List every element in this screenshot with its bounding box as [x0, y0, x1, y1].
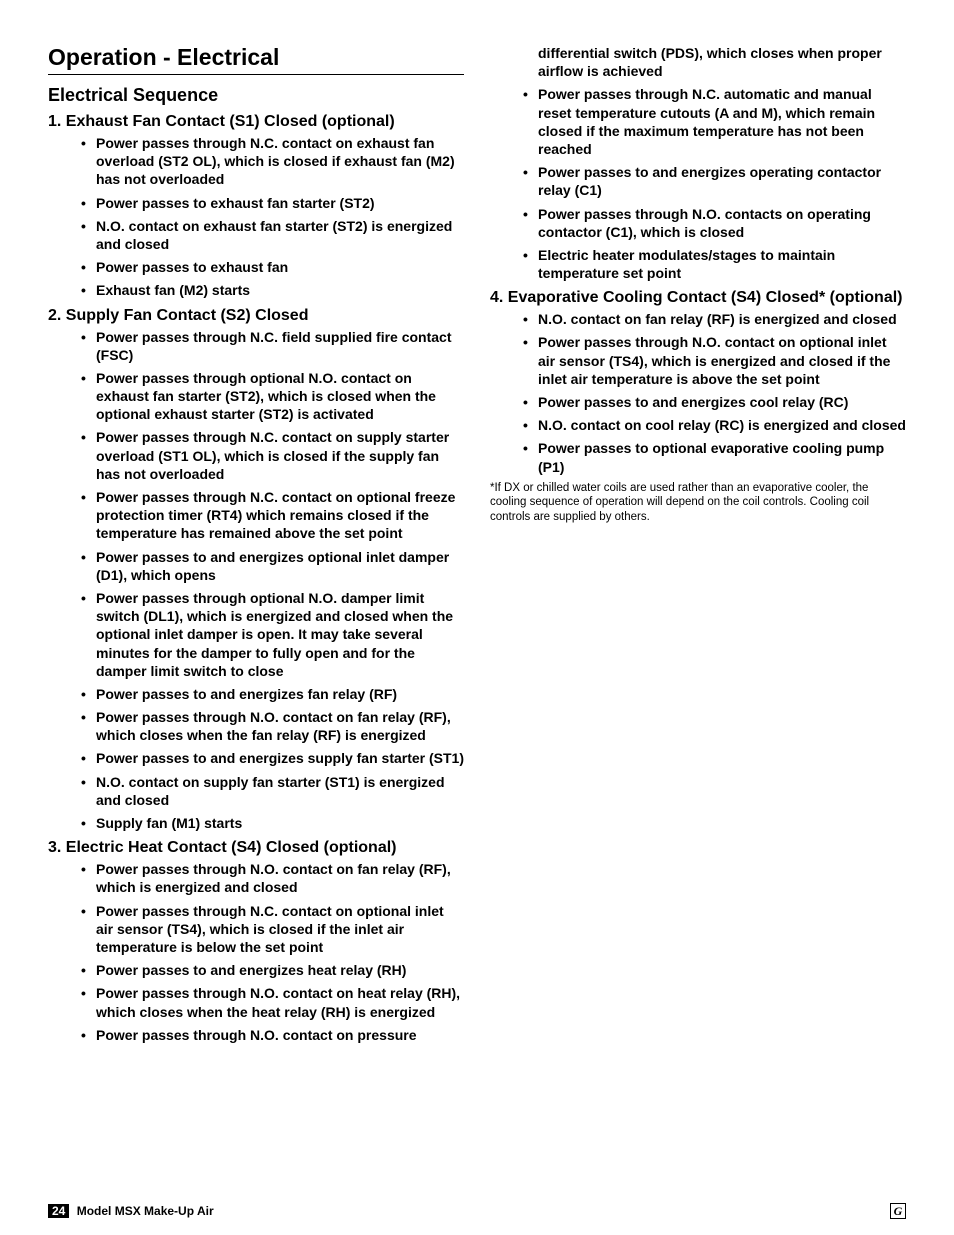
list-s1: Power passes through N.C. contact on exh… — [48, 134, 464, 300]
brand-icon: G — [890, 1203, 906, 1219]
footer-model-text: Model MSX Make-Up Air — [77, 1204, 214, 1218]
list-item: Power passes through N.C. automatic and … — [538, 85, 906, 158]
list-item: Power passes to exhaust fan starter (ST2… — [96, 194, 464, 212]
list-item: Power passes through N.O. contact on fan… — [96, 860, 464, 896]
list-item: Power passes to and energizes cool relay… — [538, 393, 906, 411]
footer-left: 24 Model MSX Make-Up Air — [48, 1204, 214, 1218]
list-item: Power passes to and energizes optional i… — [96, 548, 464, 584]
list-item: Power passes through N.C. contact on sup… — [96, 428, 464, 483]
heading-s3: 3. Electric Heat Contact (S4) Closed (op… — [48, 838, 464, 858]
list-item: Power passes to exhaust fan — [96, 258, 464, 276]
list-item: Power passes to and energizes operating … — [538, 163, 906, 199]
list-s4: N.O. contact on fan relay (RF) is energi… — [490, 310, 906, 476]
list-item: Power passes to and energizes fan relay … — [96, 685, 464, 703]
list-s3b: differential switch (PDS), which closes … — [490, 44, 906, 282]
footnote: *If DX or chilled water coils are used r… — [490, 481, 906, 524]
content-columns: Operation - Electrical Electrical Sequen… — [48, 44, 906, 1049]
list-item: N.O. contact on supply fan starter (ST1)… — [96, 773, 464, 809]
list-item: Supply fan (M1) starts — [96, 814, 464, 832]
list-item: Exhaust fan (M2) starts — [96, 281, 464, 299]
section-subtitle: Electrical Sequence — [48, 85, 464, 106]
heading-s4: 4. Evaporative Cooling Contact (S4) Clos… — [490, 288, 906, 308]
list-item: Electric heater modulates/stages to main… — [538, 246, 906, 282]
page-title: Operation - Electrical — [48, 44, 464, 75]
list-item: Power passes through optional N.O. dampe… — [96, 589, 464, 680]
list-item: Power passes through N.C. contact on opt… — [96, 902, 464, 957]
list-s2: Power passes through N.C. field supplied… — [48, 328, 464, 833]
list-item: Power passes through N.O. contact on pre… — [96, 1026, 464, 1044]
left-column: Operation - Electrical Electrical Sequen… — [48, 44, 464, 1049]
list-item: Power passes to and energizes supply fan… — [96, 749, 464, 767]
page-footer: 24 Model MSX Make-Up Air G — [48, 1203, 906, 1219]
heading-s2: 2. Supply Fan Contact (S2) Closed — [48, 306, 464, 326]
list-item: N.O. contact on fan relay (RF) is energi… — [538, 310, 906, 328]
list-item: Power passes through N.O. contact on opt… — [538, 333, 906, 388]
right-column: differential switch (PDS), which closes … — [490, 44, 906, 1049]
list-item: Power passes through optional N.O. conta… — [96, 369, 464, 424]
heading-s1: 1. Exhaust Fan Contact (S1) Closed (opti… — [48, 112, 464, 132]
list-item: Power passes through N.O. contacts on op… — [538, 205, 906, 241]
page-number-badge: 24 — [48, 1204, 69, 1218]
list-item: Power passes through N.C. contact on opt… — [96, 488, 464, 543]
list-item: Power passes through N.C. field supplied… — [96, 328, 464, 364]
list-s3a: Power passes through N.O. contact on fan… — [48, 860, 464, 1044]
list-item: differential switch (PDS), which closes … — [538, 44, 906, 80]
list-item: Power passes through N.O. contact on hea… — [96, 984, 464, 1020]
list-item: Power passes to and energizes heat relay… — [96, 961, 464, 979]
list-item: Power passes to optional evaporative coo… — [538, 439, 906, 475]
list-item: Power passes through N.O. contact on fan… — [96, 708, 464, 744]
list-item: N.O. contact on cool relay (RC) is energ… — [538, 416, 906, 434]
list-item: N.O. contact on exhaust fan starter (ST2… — [96, 217, 464, 253]
list-item: Power passes through N.C. contact on exh… — [96, 134, 464, 189]
